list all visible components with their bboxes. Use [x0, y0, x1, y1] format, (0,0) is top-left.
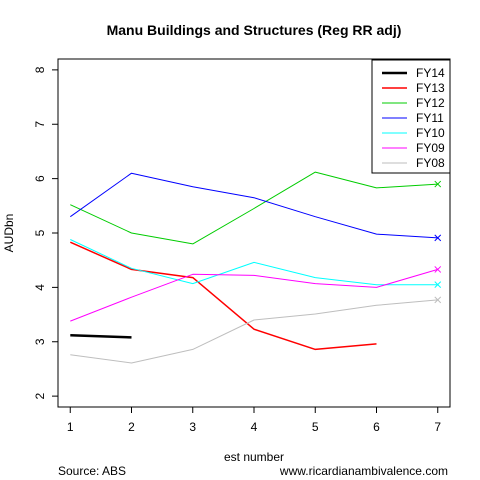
legend-label-fy08: FY08: [416, 156, 445, 170]
y-tick-label: 2: [33, 392, 47, 399]
series-end-marker-fy09: [434, 266, 442, 273]
y-axis-label: AUDbn: [2, 214, 16, 253]
x-axis: 1 2 3 4 5 6 7: [67, 406, 441, 434]
source-note: Source: ABS: [58, 464, 126, 478]
series-end-marker-fy10: [434, 281, 442, 289]
series-line-fy14: [70, 333, 132, 339]
series-line-fy08: [70, 299, 438, 364]
x-axis-label: est number: [224, 450, 284, 464]
y-tick-label: 3: [33, 338, 47, 345]
series-end-marker-fy12: [434, 180, 442, 188]
legend-label-fy13: FY13: [416, 81, 445, 95]
x-tick-label: 2: [128, 420, 135, 434]
x-tick-label: 6: [373, 420, 380, 434]
x-tick-label: 4: [251, 420, 258, 434]
y-tick-label: 7: [33, 121, 47, 128]
series-end-marker-fy08: [434, 296, 442, 304]
legend-box: [371, 59, 451, 174]
x-tick-label: 1: [67, 420, 74, 434]
series-layer: [69, 171, 442, 364]
legend-label-fy11: FY11: [416, 111, 444, 125]
series-line-fy09: [70, 268, 438, 322]
y-tick-label: 6: [33, 175, 47, 182]
legend-label-fy12: FY12: [416, 96, 445, 110]
legend-label-fy09: FY09: [416, 141, 445, 155]
legend-label-fy14: FY14: [416, 66, 445, 80]
series-line-fy12: [70, 171, 438, 245]
y-tick-label: 8: [33, 66, 47, 73]
y-axis: 2 3 4 5 6 7 8: [33, 66, 59, 399]
series-line-fy13: [69, 241, 377, 351]
series-line-fy11: [70, 172, 438, 239]
series-end-marker-fy11: [434, 234, 442, 242]
website-note: www.ricardianambivalence.com: [279, 464, 448, 478]
x-tick-label: 7: [434, 420, 441, 434]
y-tick-label: 4: [33, 284, 47, 291]
x-tick-label: 3: [189, 420, 196, 434]
series-line-fy10: [70, 239, 438, 286]
chart-title: Manu Buildings and Structures (Reg RR ad…: [107, 22, 402, 38]
x-tick-label: 5: [312, 420, 319, 434]
legend-label-fy10: FY10: [416, 126, 445, 140]
y-tick-label: 5: [33, 229, 47, 236]
